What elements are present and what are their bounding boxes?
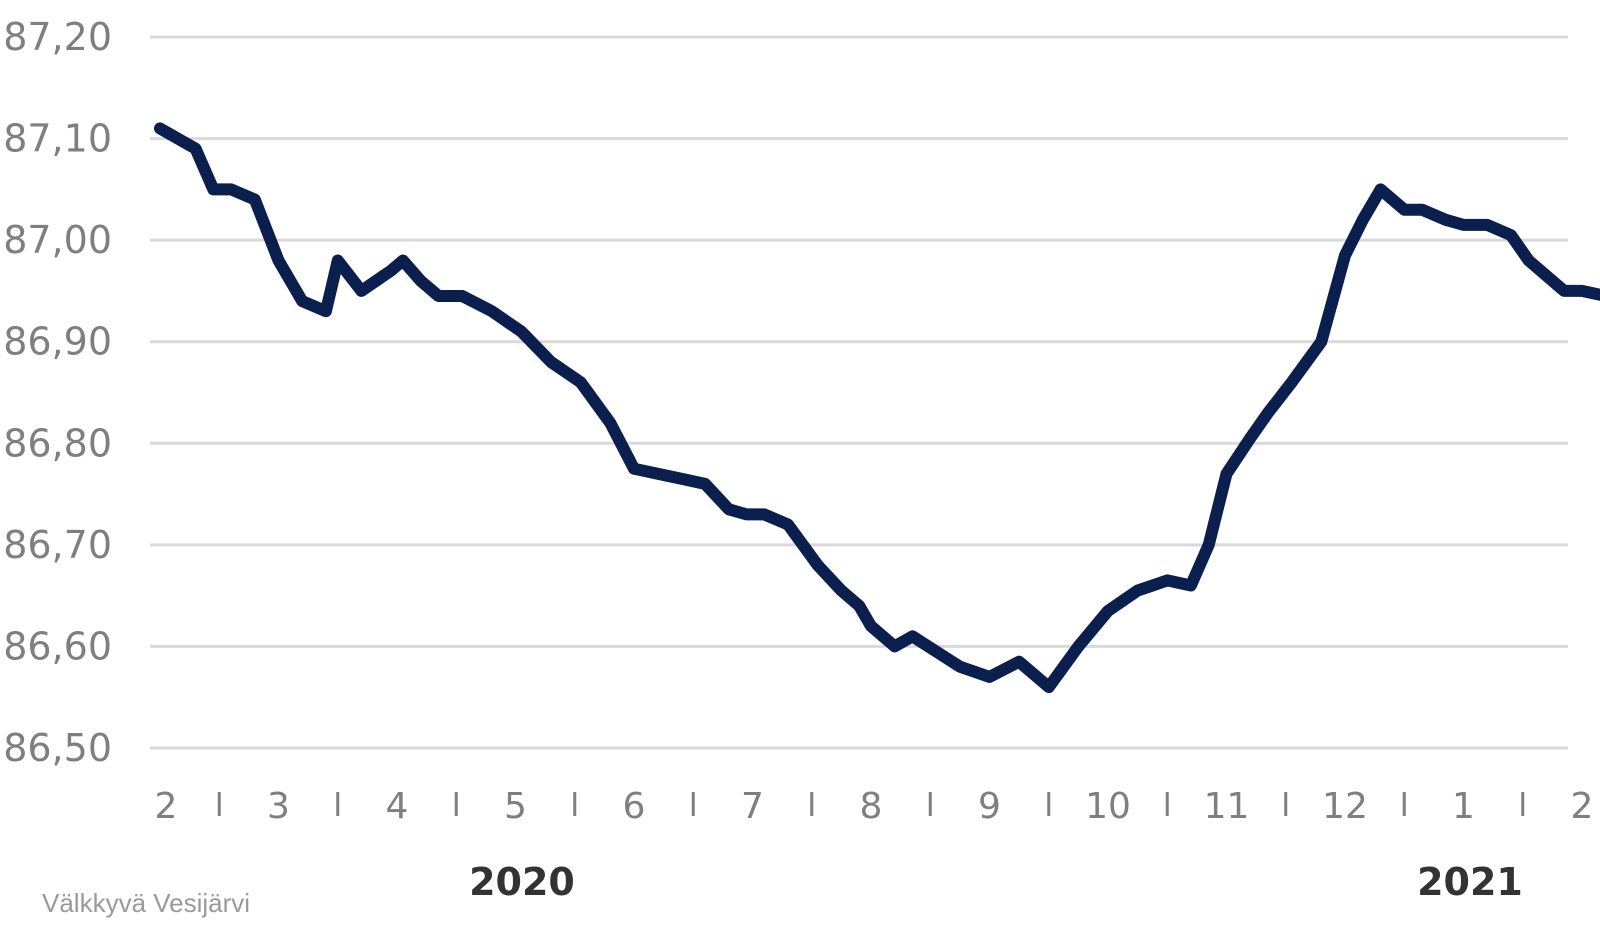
y-tick-label: 86,70 <box>3 523 112 567</box>
x-tick-label: 4 <box>386 786 409 827</box>
x-tick-label: 9 <box>978 786 1001 827</box>
y-tick-label: 87,10 <box>3 117 112 161</box>
y-tick-label: 86,90 <box>3 320 112 364</box>
x-tick-label: 6 <box>623 786 646 827</box>
y-tick-label: 87,20 <box>3 15 112 59</box>
x-tick-label: 5 <box>504 786 527 827</box>
y-tick-label: 86,50 <box>3 726 112 770</box>
x-tick-label: 10 <box>1085 786 1131 827</box>
x-tick-label: 2 <box>1571 786 1594 827</box>
x-tick-label: 12 <box>1322 786 1368 827</box>
x-tick-label: 2 <box>155 786 178 827</box>
x-tick-label: 11 <box>1204 786 1250 827</box>
x-tick-label: 1 <box>1452 786 1475 827</box>
x-tick-label: 8 <box>860 786 883 827</box>
gridlines <box>150 35 1568 750</box>
series-line <box>154 122 1600 694</box>
y-tick-label: 86,80 <box>3 421 112 465</box>
y-tick-label: 87,00 <box>3 218 112 262</box>
x-tick-label: 7 <box>741 786 764 827</box>
y-axis-tick-labels: 86,50 86,60 86,70 86,80 86,90 87,00 87,10 87,20 <box>3 15 112 770</box>
year-label-2021: 2021 <box>1417 860 1523 904</box>
y-tick-label: 86,60 <box>3 624 112 668</box>
source-label: Välkkyvä Vesijärvi <box>42 888 250 918</box>
x-axis-month-labels: 2 3 4 5 6 7 8 9 10 11 12 1 2 <box>155 786 1594 827</box>
year-label-2020: 2020 <box>469 860 575 904</box>
x-tick-label: 3 <box>267 786 290 827</box>
series-group <box>154 122 1600 694</box>
